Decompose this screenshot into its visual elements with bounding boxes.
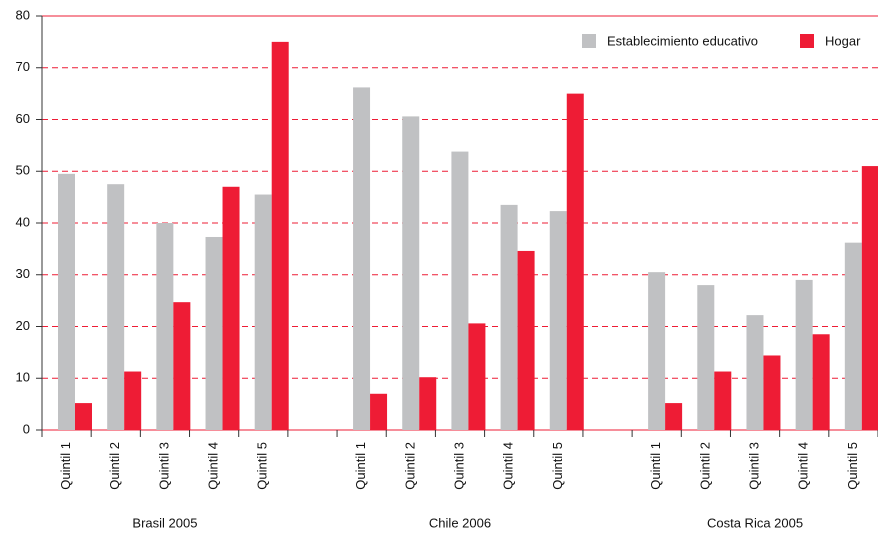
y-tick-label: 20 [16, 318, 30, 333]
x-tick-label: Quintil 2 [107, 442, 122, 490]
x-tick-label: Quintil 2 [697, 442, 712, 490]
bar [844, 242, 862, 430]
y-tick-label: 30 [16, 266, 30, 281]
x-tick-label: Quintil 5 [550, 442, 565, 490]
bar [500, 204, 518, 430]
bar [468, 323, 486, 430]
legend-label: Establecimiento educativo [607, 33, 758, 48]
bar [107, 184, 125, 430]
bar [763, 355, 781, 430]
x-tick-label: Quintil 3 [451, 442, 466, 490]
x-tick-label: Quintil 1 [353, 442, 368, 490]
x-tick-label: Quintil 5 [845, 442, 860, 490]
bar [58, 173, 75, 430]
x-tick-label: Quintil 4 [206, 442, 221, 490]
bar [419, 377, 437, 430]
x-tick-label: Quintil 4 [501, 442, 516, 490]
bar [714, 371, 732, 430]
bar [549, 211, 567, 430]
bar [271, 41, 289, 430]
x-tick-label: Quintil 4 [796, 442, 811, 490]
bar [566, 93, 584, 430]
y-tick-label: 60 [16, 111, 30, 126]
group-label: Brasil 2005 [132, 515, 197, 530]
y-tick-label: 10 [16, 370, 30, 385]
bar [254, 194, 272, 430]
bar [370, 393, 388, 430]
group-label: Chile 2006 [429, 515, 491, 530]
bar [75, 403, 92, 430]
group-label: Costa Rica 2005 [707, 515, 803, 530]
bar [451, 151, 469, 430]
x-tick-label: Quintil 3 [156, 442, 171, 490]
x-tick-label: Quintil 1 [58, 442, 73, 490]
y-tick-label: 40 [16, 214, 30, 229]
bar [173, 302, 191, 430]
bar [861, 166, 878, 430]
bar [353, 87, 371, 430]
bar [205, 236, 223, 430]
bar [517, 250, 535, 430]
y-tick-label: 0 [23, 421, 30, 436]
y-tick-label: 80 [16, 7, 30, 22]
legend-label: Hogar [825, 33, 861, 48]
bar [402, 116, 420, 431]
y-tick-label: 70 [16, 59, 30, 74]
bar [665, 403, 683, 430]
bar [795, 279, 813, 430]
bar [124, 371, 142, 430]
x-tick-label: Quintil 1 [648, 442, 663, 490]
legend-swatch [800, 34, 814, 48]
x-tick-label: Quintil 5 [255, 442, 270, 490]
bar [697, 285, 715, 430]
bar [648, 272, 666, 430]
legend-swatch [582, 34, 596, 48]
bar [812, 334, 830, 430]
x-tick-label: Quintil 3 [746, 442, 761, 490]
y-tick-label: 50 [16, 163, 30, 178]
x-tick-label: Quintil 2 [402, 442, 417, 490]
bar [156, 223, 174, 430]
bar [746, 315, 764, 430]
bar [222, 186, 240, 430]
